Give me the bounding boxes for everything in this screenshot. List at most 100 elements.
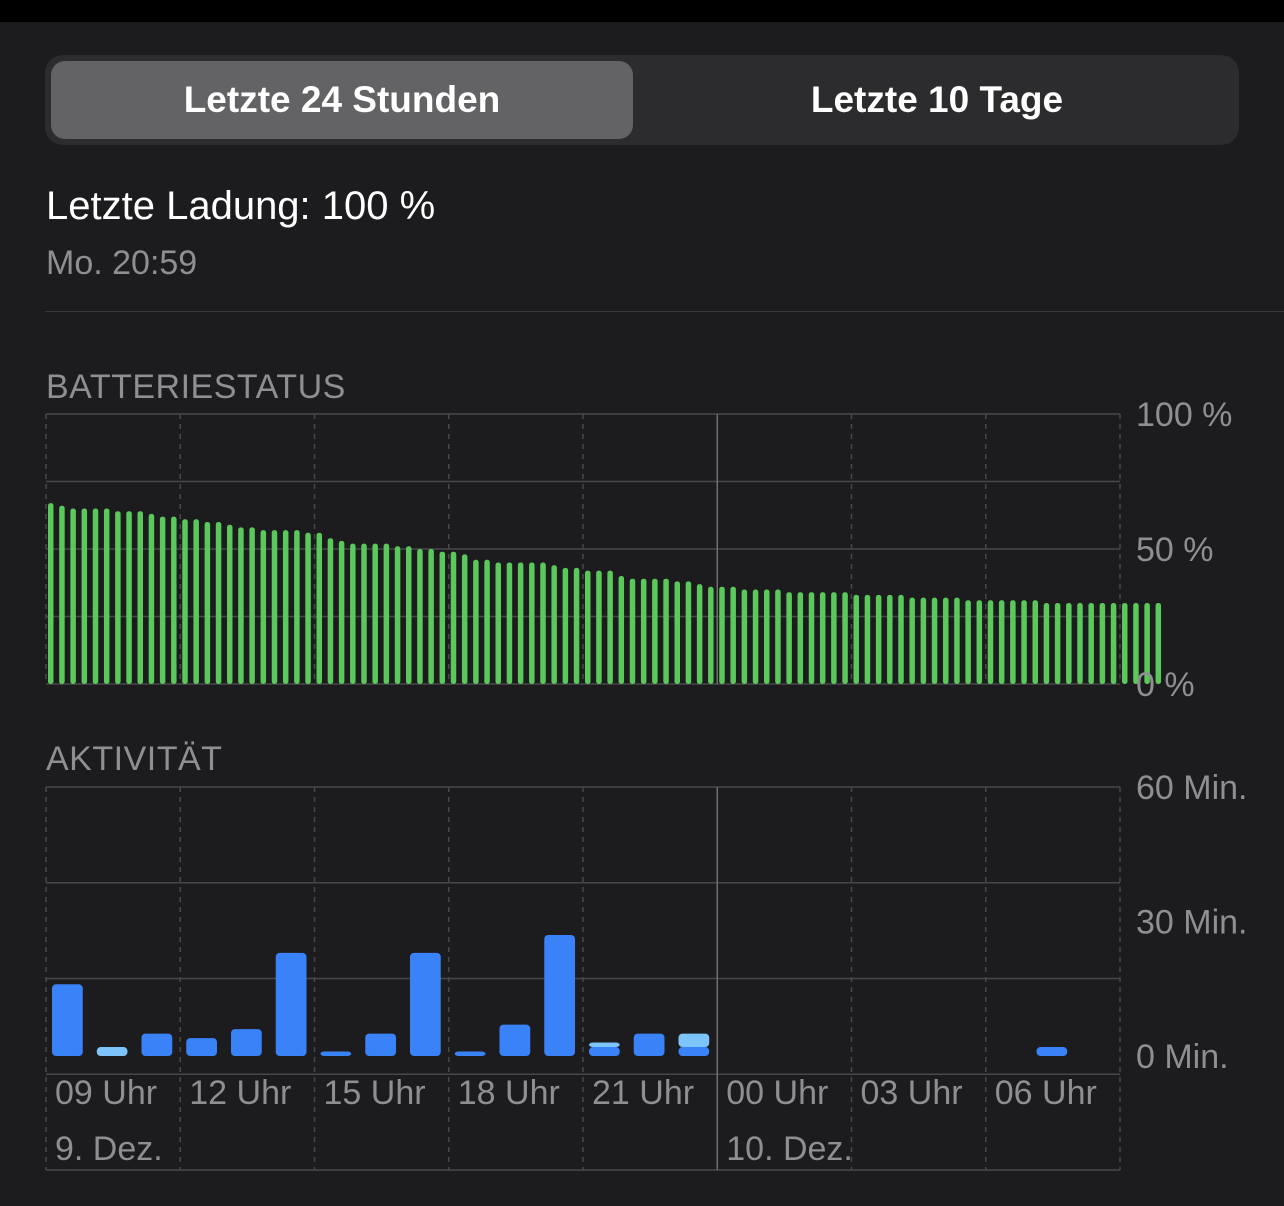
battery-y-tick: 50 % xyxy=(1136,531,1214,569)
battery-bar xyxy=(495,562,501,684)
battery-bar xyxy=(909,597,915,684)
battery-bar xyxy=(976,600,983,684)
battery-bar xyxy=(1077,603,1083,684)
battery-bar xyxy=(831,592,837,684)
battery-bar xyxy=(260,530,267,684)
battery-bar xyxy=(115,511,121,684)
battery-bar xyxy=(875,594,882,684)
battery-bar xyxy=(1066,603,1072,684)
battery-bar xyxy=(204,522,211,684)
activity-x-tick: 00 Uhr xyxy=(726,1074,828,1112)
tab-last-10-days[interactable]: Letzte 10 Tage xyxy=(810,79,1064,120)
battery-bar xyxy=(1133,603,1139,684)
battery-bar xyxy=(406,546,412,684)
battery-bar xyxy=(1032,600,1038,684)
battery-bar xyxy=(1054,603,1061,684)
battery-bar xyxy=(394,546,401,684)
activity-x-tick: 09 Uhr xyxy=(55,1074,157,1112)
battery-bar xyxy=(450,551,457,684)
battery-bar xyxy=(931,597,938,684)
battery-bar xyxy=(551,565,557,684)
battery-bar xyxy=(529,562,535,684)
battery-bar xyxy=(294,530,300,684)
date-label: 10. Dez. xyxy=(726,1130,853,1168)
activity-x-tick: 18 Uhr xyxy=(458,1074,560,1112)
battery-bar xyxy=(954,597,960,684)
activity-y-tick: 60 Min. xyxy=(1136,769,1248,807)
battery-bar xyxy=(506,562,513,684)
battery-bar xyxy=(618,576,625,684)
battery-bar xyxy=(864,594,871,684)
battery-bar xyxy=(1122,603,1128,684)
battery-bar xyxy=(59,505,65,684)
battery-bar xyxy=(853,594,859,684)
activity-y-tick: 30 Min. xyxy=(1136,904,1248,942)
battery-bar xyxy=(764,589,770,684)
battery-bar xyxy=(786,592,792,684)
activity-bar-screen-on xyxy=(544,934,575,1056)
battery-bar xyxy=(327,538,334,684)
battery-bar xyxy=(417,549,423,684)
battery-y-tick: 100 % xyxy=(1136,396,1232,434)
activity-bar-screen-on xyxy=(275,952,307,1056)
battery-bar xyxy=(473,559,479,684)
battery-bar xyxy=(540,562,546,684)
battery-y-tick: 0 % xyxy=(1136,666,1195,704)
battery-bar xyxy=(48,503,54,684)
battery-bar xyxy=(137,511,143,684)
battery-bar xyxy=(92,508,99,684)
activity-chart: 60 Min. 30 Min. 0 Min. 09 Uhr 12 Uhr 15 Uhr 18… xyxy=(45,769,1248,1171)
activity-bar-screen-off xyxy=(589,1042,620,1048)
battery-bar xyxy=(887,594,893,684)
battery-bar xyxy=(719,586,725,684)
battery-bar xyxy=(1088,603,1094,684)
battery-bar xyxy=(271,530,278,684)
battery-chart: 100 % 50 % 0 % xyxy=(45,396,1232,704)
battery-bar xyxy=(1043,603,1050,684)
battery-bar xyxy=(842,592,848,684)
battery-bar xyxy=(920,597,927,684)
activity-x-tick: 06 Uhr xyxy=(995,1074,1097,1112)
tab-last-24-hours[interactable]: Letzte 24 Stunden xyxy=(51,61,633,139)
activity-bar-screen-on xyxy=(365,1033,396,1056)
battery-bar xyxy=(708,586,714,684)
battery-bar xyxy=(227,524,233,684)
battery-bar xyxy=(484,559,490,684)
divider xyxy=(45,311,1284,312)
battery-bar xyxy=(193,519,199,684)
battery-bar xyxy=(517,562,524,684)
battery-bar xyxy=(70,508,76,684)
activity-bar-screen-off xyxy=(678,1033,710,1048)
battery-bar xyxy=(775,589,781,684)
battery-bar xyxy=(372,543,378,684)
activity-x-tick: 21 Uhr xyxy=(592,1074,694,1112)
battery-bar xyxy=(1010,600,1016,684)
battery-bar xyxy=(585,570,591,684)
battery-section-title: BATTERIESTATUS xyxy=(46,368,346,406)
activity-bar-screen-on xyxy=(410,952,441,1056)
activity-bar-screen-on xyxy=(454,1051,486,1056)
time-range-segmented-control[interactable]: Letzte 24 Stunden Letzte 10 Tage xyxy=(45,55,1239,145)
activity-x-tick: 03 Uhr xyxy=(861,1074,963,1112)
activity-bar-screen-on xyxy=(186,1038,217,1056)
battery-bar xyxy=(998,600,1005,684)
battery-bar xyxy=(338,540,345,684)
battery-bar xyxy=(1155,603,1162,684)
battery-bar xyxy=(383,543,390,684)
battery-bar xyxy=(215,522,222,684)
top-bar xyxy=(0,0,1284,22)
battery-bar xyxy=(730,586,736,684)
activity-bar-screen-on xyxy=(52,984,83,1056)
last-charge-time: Mo. 20:59 xyxy=(46,244,198,282)
activity-section-title: AKTIVITÄT xyxy=(46,740,223,778)
activity-bar-screen-on xyxy=(633,1033,665,1056)
battery-bar xyxy=(752,589,759,684)
battery-bar xyxy=(696,584,703,684)
activity-bar-screen-off xyxy=(96,1047,128,1056)
battery-bar xyxy=(316,532,322,684)
battery-bar xyxy=(685,581,692,684)
battery-bar xyxy=(428,549,434,684)
battery-bar xyxy=(439,551,446,684)
battery-bar xyxy=(1099,603,1106,684)
activity-bar-screen-on xyxy=(320,1051,352,1056)
